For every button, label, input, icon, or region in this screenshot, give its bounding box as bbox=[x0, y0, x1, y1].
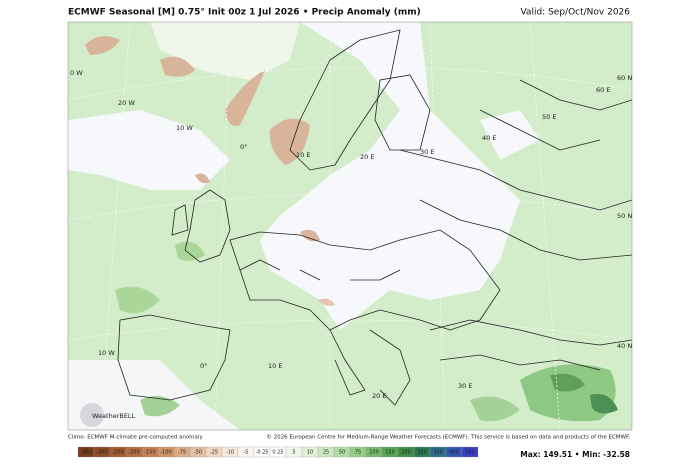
colorbar-label: -300 bbox=[96, 450, 107, 456]
grid-label: 0° bbox=[240, 143, 247, 151]
colorbar-label: 500 bbox=[465, 450, 475, 456]
grid-label: 10 E bbox=[296, 151, 310, 159]
colorbar-label: 100 bbox=[369, 450, 379, 456]
grid-label: 40 E bbox=[482, 134, 496, 142]
colorbar-label: -10 bbox=[226, 450, 234, 456]
colorbar-label: 50 bbox=[339, 450, 345, 456]
colorbar-label: -250 bbox=[112, 450, 123, 456]
grid-label: 20 E bbox=[372, 392, 386, 400]
grid-label: 30 E bbox=[420, 148, 434, 156]
colorbar-label: 5 bbox=[292, 450, 295, 456]
grid-label: 60 E bbox=[596, 86, 610, 94]
logo: WeatherBELL bbox=[92, 412, 136, 420]
grid-label: 50 E bbox=[542, 113, 556, 121]
footer-right: © 2026 European Centre for Medium-Range … bbox=[266, 434, 630, 441]
grid-label: 10 W bbox=[176, 124, 193, 132]
colorbar-label: -400 bbox=[80, 450, 91, 456]
grid-label: 10 W bbox=[98, 349, 115, 357]
colorbar-label: -75 bbox=[178, 450, 186, 456]
colorbar-label: 10 bbox=[307, 450, 313, 456]
grid-label: 30 E bbox=[458, 382, 472, 390]
title: ECMWF Seasonal [M] 0.75° Init 00z 1 Jul … bbox=[68, 8, 421, 18]
colorbar-label: 25 bbox=[323, 450, 329, 456]
colorbar-label: -25 bbox=[210, 450, 218, 456]
colorbar-label: 300 bbox=[433, 450, 443, 456]
colorbar-label: -5 bbox=[244, 450, 249, 456]
colorbar-label: -50 bbox=[194, 450, 202, 456]
grid-label: 0 W bbox=[70, 69, 83, 77]
colorbar-swatch bbox=[461, 446, 479, 458]
colorbar-label: -100 bbox=[160, 450, 171, 456]
valid-time: Valid: Sep/Oct/Nov 2026 bbox=[521, 8, 631, 18]
colorbar-label: -200 bbox=[128, 450, 139, 456]
colorbar-label: 400 bbox=[449, 450, 459, 456]
colorbar-label: 75 bbox=[355, 450, 361, 456]
grid-label: 20 W bbox=[118, 99, 135, 107]
colorbar-label: 200 bbox=[401, 450, 411, 456]
grid-label: 0° bbox=[200, 362, 207, 370]
map bbox=[67, 21, 633, 431]
colorbar-label: 150 bbox=[385, 450, 395, 456]
footer-left: Climo: ECMWF M-climate pre-computed anom… bbox=[68, 435, 203, 441]
grid-label: 40 N bbox=[617, 342, 632, 350]
colorbar-label: 0.25 bbox=[272, 450, 283, 456]
colorbar-label: -0.25 bbox=[256, 450, 269, 456]
grid-label: 50 N bbox=[617, 212, 632, 220]
colorbar-label: 250 bbox=[417, 450, 427, 456]
grid-label: 10 E bbox=[268, 362, 282, 370]
grid-label: 60 N bbox=[617, 74, 632, 82]
colorbar-label: -150 bbox=[144, 450, 155, 456]
max-min: Max: 149.51 • Min: -32.58 bbox=[520, 450, 630, 459]
grid-label: 20 E bbox=[360, 153, 374, 161]
